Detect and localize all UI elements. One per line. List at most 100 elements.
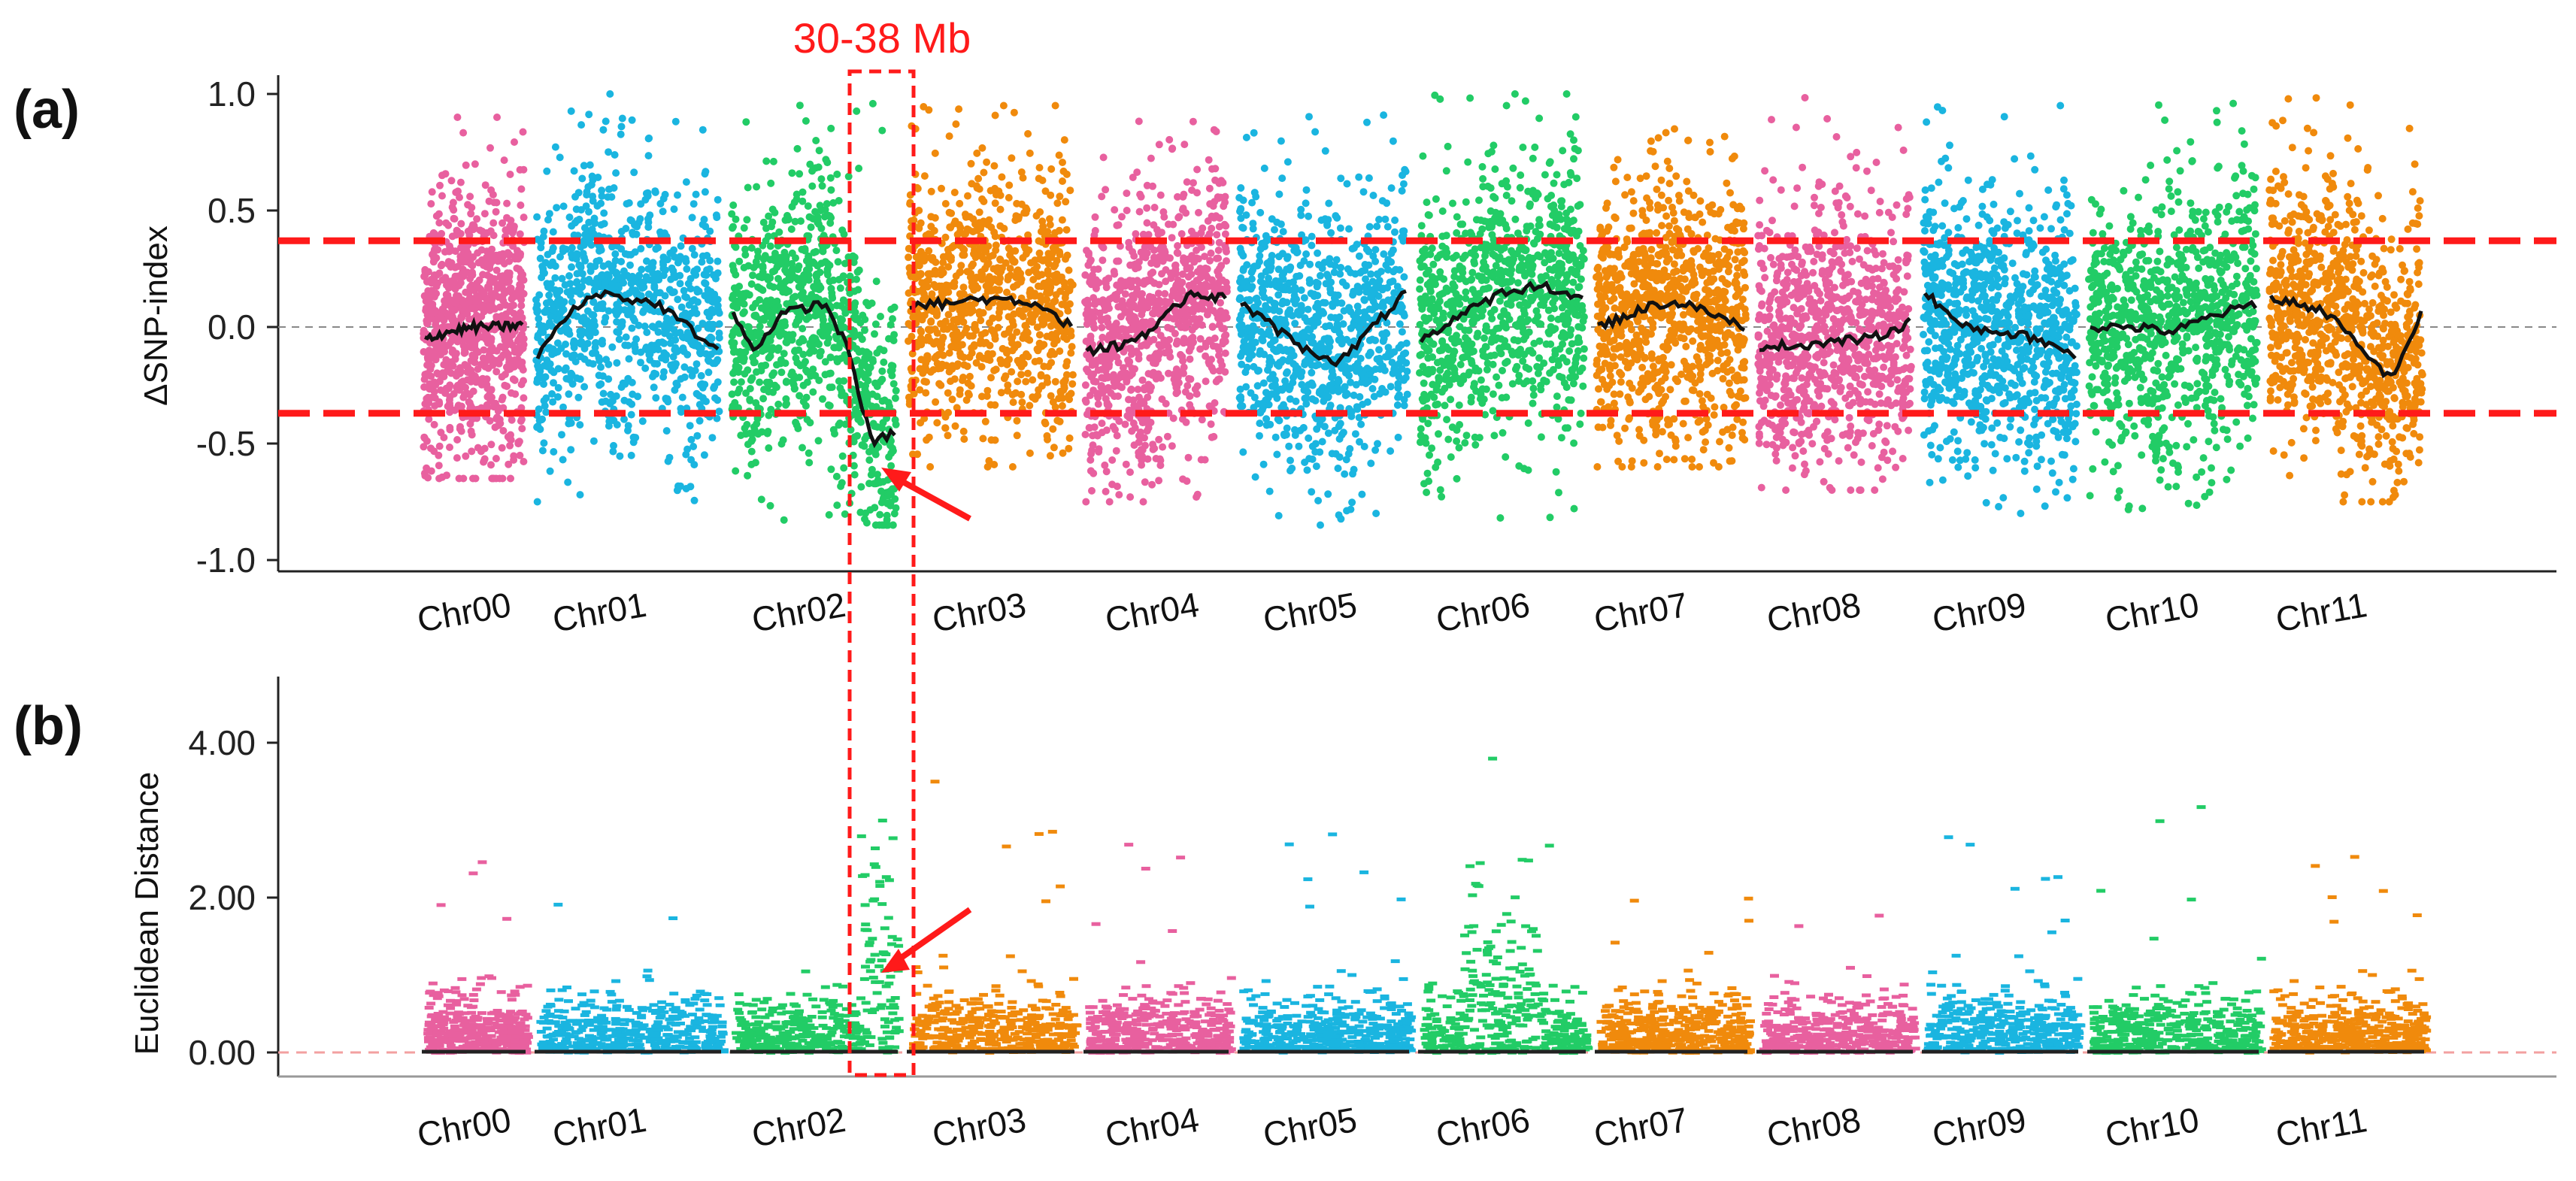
data-point bbox=[544, 250, 552, 259]
data-point bbox=[1086, 392, 1094, 399]
data-point bbox=[1394, 433, 1402, 441]
data-point bbox=[1183, 178, 1191, 186]
data-point bbox=[1186, 392, 1194, 400]
data-point bbox=[605, 148, 613, 156]
data-point bbox=[1113, 292, 1120, 301]
data-point bbox=[948, 395, 956, 404]
data-point bbox=[435, 210, 443, 218]
data-point bbox=[945, 349, 953, 357]
data-point bbox=[605, 307, 613, 315]
data-point bbox=[740, 224, 748, 232]
data-point bbox=[1318, 438, 1326, 446]
data-point bbox=[456, 253, 465, 261]
data-point bbox=[1198, 416, 1206, 424]
data-point bbox=[1351, 430, 1359, 438]
panel-a-ytick-label: 1.0 bbox=[208, 74, 256, 114]
data-point bbox=[568, 286, 576, 295]
data-point bbox=[734, 389, 742, 397]
data-point bbox=[876, 478, 884, 486]
data-point bbox=[851, 405, 859, 413]
data-point bbox=[874, 471, 881, 479]
data-point bbox=[1017, 371, 1026, 379]
panel-a-xtick-label: Chr01 bbox=[550, 585, 649, 640]
data-point bbox=[699, 252, 707, 260]
data-point bbox=[810, 347, 818, 355]
data-point bbox=[1119, 300, 1127, 308]
data-point bbox=[1105, 498, 1114, 506]
data-point bbox=[546, 467, 554, 475]
data-point bbox=[700, 216, 708, 223]
data-point bbox=[479, 271, 487, 279]
data-point bbox=[441, 274, 450, 282]
data-point bbox=[944, 282, 952, 289]
data-point bbox=[1125, 238, 1133, 247]
data-point bbox=[662, 395, 670, 404]
data-point bbox=[871, 320, 880, 329]
data-point bbox=[952, 120, 960, 129]
data-point bbox=[1155, 435, 1163, 444]
data-point bbox=[520, 394, 528, 402]
data-point bbox=[715, 407, 723, 416]
data-point bbox=[422, 304, 430, 312]
data-point bbox=[468, 351, 477, 359]
data-point bbox=[473, 215, 481, 223]
data-point bbox=[762, 157, 771, 165]
data-point bbox=[715, 309, 723, 317]
data-point bbox=[613, 269, 621, 277]
data-point bbox=[586, 262, 595, 271]
data-point bbox=[580, 162, 588, 170]
data-point bbox=[836, 419, 844, 427]
data-point bbox=[1084, 261, 1093, 269]
data-point bbox=[1249, 225, 1257, 233]
data-point bbox=[1300, 294, 1308, 302]
data-point bbox=[671, 117, 680, 126]
data-point bbox=[732, 215, 740, 223]
data-point bbox=[1100, 357, 1108, 365]
data-point bbox=[668, 361, 677, 369]
data-point bbox=[1187, 271, 1196, 278]
data-point bbox=[568, 352, 577, 360]
data-point bbox=[598, 337, 606, 344]
data-point bbox=[554, 383, 562, 392]
data-point bbox=[808, 182, 817, 190]
data-point bbox=[844, 172, 853, 180]
data-point bbox=[509, 293, 517, 301]
data-point bbox=[1114, 257, 1123, 265]
data-point bbox=[863, 395, 871, 403]
data-point bbox=[855, 165, 863, 172]
data-point bbox=[1168, 292, 1176, 300]
data-point bbox=[1005, 356, 1013, 364]
data-point bbox=[1068, 380, 1077, 388]
data-point bbox=[980, 198, 988, 205]
data-point bbox=[696, 349, 704, 356]
data-point bbox=[670, 246, 678, 254]
data-point bbox=[932, 398, 940, 406]
data-point bbox=[488, 344, 496, 352]
data-point bbox=[441, 388, 450, 395]
data-point bbox=[613, 328, 621, 336]
data-point bbox=[1160, 336, 1168, 344]
data-point bbox=[768, 371, 777, 380]
data-point bbox=[580, 313, 588, 322]
data-point bbox=[487, 186, 496, 194]
data-point bbox=[1002, 372, 1010, 380]
data-point bbox=[926, 463, 935, 471]
data-point bbox=[1002, 346, 1011, 354]
data-point bbox=[483, 295, 491, 304]
panel-a-series-chr02 bbox=[728, 99, 900, 529]
data-point bbox=[499, 427, 508, 435]
data-point bbox=[991, 111, 999, 120]
data-point bbox=[471, 372, 479, 380]
data-point bbox=[674, 295, 682, 304]
data-point bbox=[1195, 208, 1202, 217]
data-point bbox=[520, 289, 528, 298]
data-point bbox=[1256, 432, 1263, 440]
data-point bbox=[1207, 420, 1215, 428]
data-point bbox=[461, 346, 468, 354]
data-point bbox=[573, 312, 581, 320]
data-point bbox=[423, 370, 431, 378]
data-point bbox=[925, 433, 933, 441]
data-point bbox=[599, 372, 607, 380]
data-point bbox=[702, 271, 711, 279]
data-point bbox=[1064, 307, 1072, 315]
